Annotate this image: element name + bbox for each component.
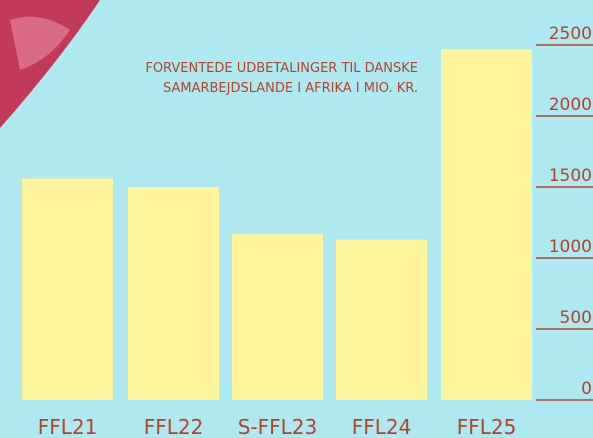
- title-line: FORVENTEDE UDBETALINGER TIL DANSKE: [145, 61, 418, 76]
- y-tick-label: 1000: [549, 237, 592, 257]
- y-tick-label: 2000: [549, 95, 592, 115]
- bar: [441, 49, 532, 400]
- bar: [22, 178, 113, 400]
- bar: [128, 187, 219, 400]
- x-tick-label: FFL24: [352, 415, 412, 438]
- y-tick-label: 1500: [549, 166, 592, 186]
- decoration-highlight: [10, 16, 70, 71]
- x-tick-label: S-FFL23: [238, 415, 318, 438]
- x-tick-label: FFL22: [144, 415, 204, 438]
- y-tick-label: 2500: [549, 24, 592, 44]
- x-tick-label: FFL21: [38, 415, 98, 438]
- title-line: SAMARBEJDSLANDE I AFRIKA I MIO. KR.: [163, 81, 418, 96]
- y-tick-label: 0: [581, 379, 592, 399]
- y-tick-label: 500: [560, 308, 592, 328]
- x-tick-label: FFL25: [457, 415, 517, 438]
- bar: [232, 233, 323, 400]
- bar: [336, 239, 427, 400]
